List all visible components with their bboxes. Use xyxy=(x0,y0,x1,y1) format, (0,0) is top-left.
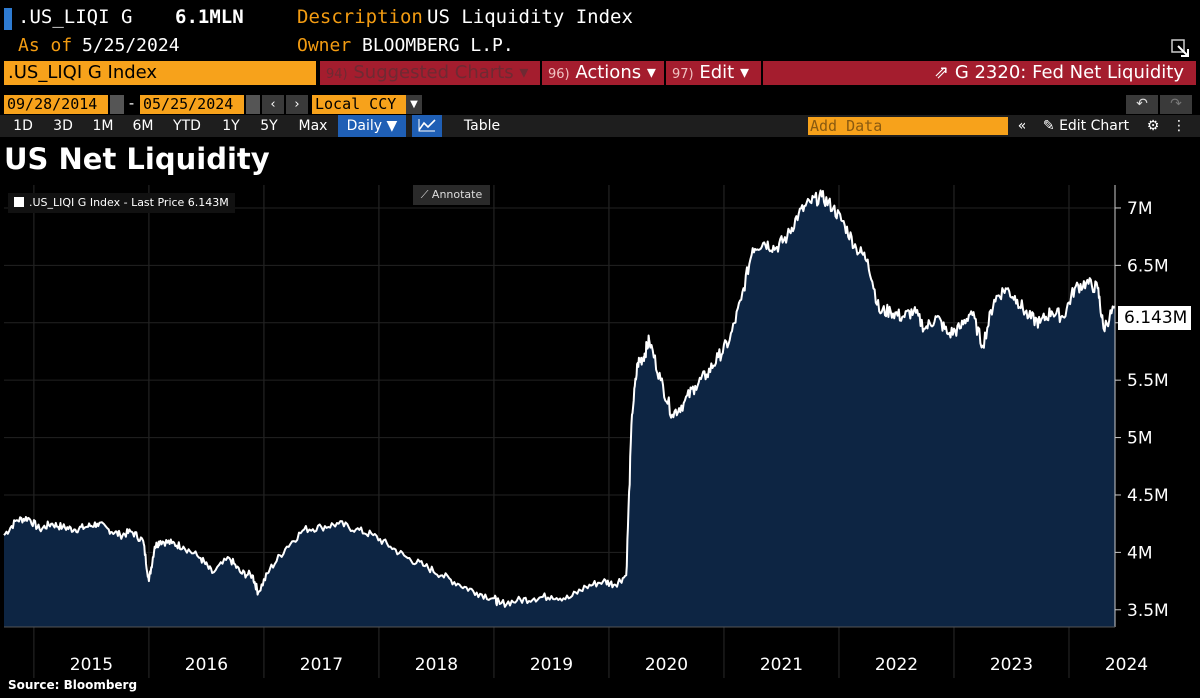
external-link-icon: ⇗ xyxy=(933,62,950,83)
series-line xyxy=(3,189,1116,608)
period-6m[interactable]: 6M xyxy=(132,118,154,134)
source-note: Source: Bloomberg xyxy=(8,678,138,692)
calendar-icon[interactable] xyxy=(110,95,124,114)
security-value: 6.1MLN xyxy=(175,6,244,28)
fed-net-liquidity-link[interactable]: ⇗ G 2320: Fed Net Liquidity xyxy=(763,61,1196,85)
x-tick-label: 2021 xyxy=(760,655,803,675)
expand-window-icon[interactable] xyxy=(1170,38,1190,58)
y-tick-label: 4M xyxy=(1127,543,1152,563)
line-chart-icon[interactable] xyxy=(412,115,442,137)
y-tick-label: 4.5M xyxy=(1127,486,1169,506)
frequency-select[interactable]: Daily ▼ xyxy=(338,115,406,137)
suggested-charts-button[interactable]: 94) Suggested Charts ▾ xyxy=(320,61,540,85)
period-1m[interactable]: 1M xyxy=(92,118,114,134)
y-tick-label: 5M xyxy=(1127,429,1152,449)
description-value: US Liquidity Index xyxy=(427,6,633,28)
calendar-icon[interactable] xyxy=(246,95,260,114)
chevron-down-icon: ▾ xyxy=(646,62,656,83)
period-1y[interactable]: 1Y xyxy=(222,118,240,134)
settings-icon[interactable]: ⚙ xyxy=(1146,118,1160,134)
period-ytd[interactable]: YTD xyxy=(173,118,201,134)
pencil-icon: ✎ xyxy=(1042,118,1055,134)
add-data-input[interactable]: Add Data xyxy=(808,117,1008,135)
x-tick-label: 2023 xyxy=(990,655,1033,675)
x-tick-label: 2015 xyxy=(70,655,113,675)
period-max[interactable]: Max xyxy=(298,118,328,134)
x-tick-label: 2019 xyxy=(530,655,573,675)
chevron-down-icon: ▾ xyxy=(739,62,749,83)
edit-chart-button[interactable]: ✎ Edit Chart xyxy=(1042,118,1130,134)
x-tick-label: 2018 xyxy=(415,655,458,675)
x-tick-label: 2016 xyxy=(185,655,228,675)
more-options-icon[interactable]: ⋮ xyxy=(1172,118,1186,134)
asof-label: As of xyxy=(18,35,73,56)
undo-icon[interactable]: ↶ xyxy=(1126,95,1158,114)
y-tick-label: 5.5M xyxy=(1127,371,1169,391)
actions-button[interactable]: 96) Actions ▾ xyxy=(542,61,664,85)
owner-value: BLOOMBERG L.P. xyxy=(362,35,514,56)
last-value-badge: 6.143M xyxy=(1118,306,1192,330)
period-3d[interactable]: 3D xyxy=(53,118,73,134)
pencil-icon: ⟋ xyxy=(420,188,429,201)
legend-swatch xyxy=(14,197,24,207)
collapse-icon[interactable]: « xyxy=(1017,118,1027,134)
security-ticker: .US_LIQI G xyxy=(18,6,133,28)
chart-area xyxy=(3,189,1116,627)
start-date-field[interactable]: 09/28/2014 xyxy=(4,95,108,114)
chevron-down-icon[interactable]: ▼ xyxy=(406,95,422,114)
y-tick-label: 3.5M xyxy=(1127,601,1169,621)
chart-legend: .US_LIQI G Index - Last Price 6.143M xyxy=(8,193,235,213)
chevron-down-icon: ▼ xyxy=(386,118,398,134)
x-tick-label: 2024 xyxy=(1105,655,1148,675)
x-tick-label: 2017 xyxy=(300,655,343,675)
asof-date: 5/25/2024 xyxy=(82,35,180,56)
security-command-input[interactable]: .US_LIQI G Index xyxy=(4,61,316,85)
redo-icon[interactable]: ↷ xyxy=(1160,95,1192,114)
currency-select[interactable]: Local CCY xyxy=(312,95,406,114)
security-color-bar xyxy=(4,8,12,30)
x-tick-label: 2022 xyxy=(875,655,918,675)
annotate-button[interactable]: ⟋ Annotate xyxy=(413,185,490,205)
chart-title: US Net Liquidity xyxy=(4,142,270,176)
end-date-field[interactable]: 05/25/2024 xyxy=(140,95,244,114)
table-button[interactable]: Table xyxy=(463,118,501,134)
owner-label: Owner xyxy=(297,35,352,56)
date-separator: - xyxy=(127,94,137,112)
x-tick-label: 2020 xyxy=(645,655,688,675)
chevron-left-icon[interactable]: ‹ xyxy=(262,95,284,114)
description-label: Description xyxy=(297,6,423,28)
y-tick-label: 7M xyxy=(1127,199,1152,219)
edit-button[interactable]: 97) Edit ▾ xyxy=(666,61,761,85)
y-tick-label: 6.5M xyxy=(1127,256,1169,276)
period-5y[interactable]: 5Y xyxy=(260,118,278,134)
x-axis: 2015 2016 2017 2018 2019 2020 2021 2022 2023 2024 xyxy=(4,626,1148,675)
period-1d[interactable]: 1D xyxy=(13,118,33,134)
series-area-fill xyxy=(4,190,1115,627)
chevron-right-icon[interactable]: › xyxy=(286,95,308,114)
chevron-down-icon: ▾ xyxy=(519,62,529,83)
